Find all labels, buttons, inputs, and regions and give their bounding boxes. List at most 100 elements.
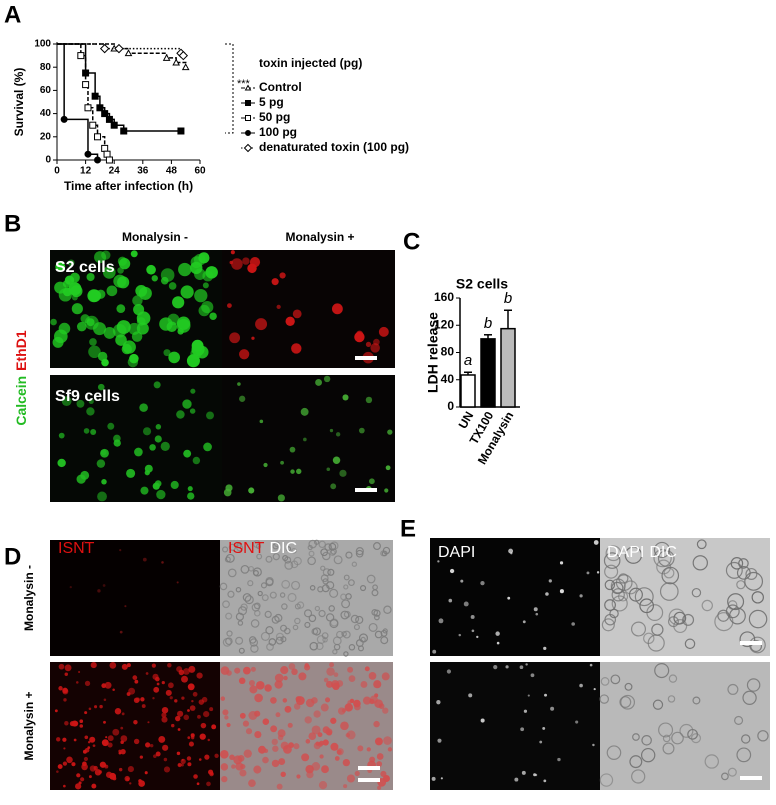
cell (624, 546, 643, 564)
cell (521, 770, 526, 775)
cell (178, 262, 192, 277)
cell (303, 437, 307, 442)
cell (463, 601, 469, 607)
cell (287, 592, 297, 603)
cell (139, 755, 143, 759)
cell (64, 721, 69, 726)
cell (305, 698, 315, 708)
cell (315, 379, 322, 386)
cell (132, 675, 138, 680)
cell (308, 614, 317, 623)
cell (358, 427, 365, 434)
cell (239, 395, 246, 402)
cell (381, 672, 390, 681)
cell (226, 670, 232, 676)
stain: EthD1 (13, 330, 29, 371)
cell (376, 753, 384, 760)
cell (112, 728, 120, 736)
cell (63, 784, 66, 788)
cell (229, 754, 235, 761)
cell (322, 739, 329, 746)
cell (510, 552, 513, 555)
cell (190, 733, 195, 738)
x-tick-label: 24 (109, 166, 121, 177)
cell (271, 615, 280, 624)
image (430, 662, 600, 790)
cell (659, 582, 679, 601)
cell (220, 750, 229, 759)
cell (52, 336, 64, 348)
cell (76, 399, 85, 408)
cell (449, 568, 455, 574)
cell (316, 635, 326, 644)
marker (101, 110, 109, 118)
cell (259, 419, 264, 424)
marker (245, 130, 251, 136)
cell (671, 731, 684, 745)
cell (161, 712, 167, 718)
cell (61, 396, 72, 407)
cell (629, 755, 643, 769)
cell (248, 711, 258, 720)
cell (256, 681, 265, 690)
cell (291, 547, 297, 554)
cell (470, 614, 475, 619)
stain: Calcein (13, 376, 29, 426)
cell (153, 381, 161, 389)
cell (220, 763, 229, 771)
cell (92, 744, 96, 748)
cell (229, 260, 234, 265)
cell (378, 326, 389, 337)
cell (104, 764, 107, 767)
cell (116, 320, 131, 335)
cell (448, 598, 453, 603)
marker (120, 127, 128, 135)
cell (62, 688, 69, 695)
cell (381, 550, 388, 557)
cell (128, 687, 136, 695)
cell (236, 544, 244, 552)
cell (238, 647, 245, 654)
cell (317, 586, 324, 593)
cell (545, 592, 549, 596)
cell (324, 697, 331, 703)
cell (264, 684, 272, 692)
cell (56, 770, 59, 773)
cell (191, 339, 204, 352)
cell (667, 695, 676, 703)
cell (284, 560, 294, 570)
cell (318, 609, 326, 618)
cell (222, 546, 229, 553)
cell (691, 587, 702, 598)
cell (153, 686, 160, 693)
cell (146, 264, 156, 275)
cell (151, 275, 158, 282)
cell (692, 696, 701, 705)
marker (89, 121, 97, 129)
cell (201, 696, 208, 703)
cell (199, 733, 206, 740)
cell (142, 557, 147, 562)
cell (300, 407, 309, 416)
cell (296, 774, 301, 779)
cell (746, 678, 761, 692)
channel: DIC (269, 540, 297, 557)
marker (96, 104, 104, 112)
cell (187, 486, 193, 492)
marker (84, 104, 92, 112)
cell (69, 585, 72, 589)
cell (250, 619, 260, 628)
cell (298, 672, 307, 681)
cell (274, 680, 283, 689)
cell (83, 428, 90, 434)
cell (343, 574, 350, 581)
cell (152, 482, 160, 490)
cell (285, 316, 295, 326)
cell (387, 429, 393, 435)
cell (344, 703, 353, 712)
cell (280, 460, 284, 465)
cell (64, 664, 72, 672)
cell (550, 706, 555, 711)
cell (265, 576, 274, 586)
cell (169, 696, 173, 700)
